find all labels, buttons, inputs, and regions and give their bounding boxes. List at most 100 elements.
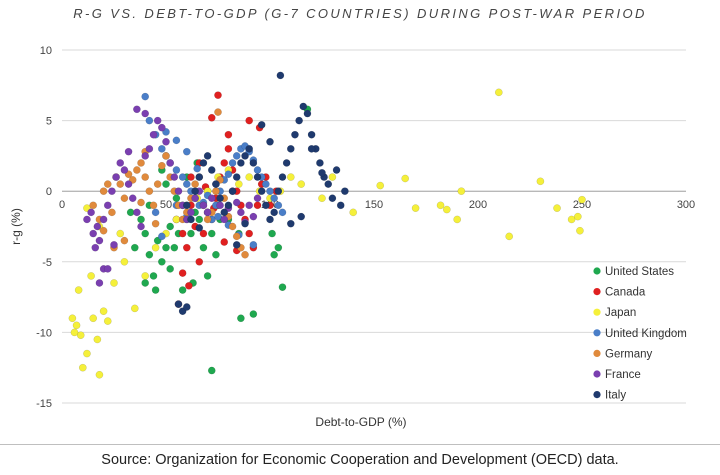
point-2-39 xyxy=(436,201,445,210)
y-axis-label: r-g (%) xyxy=(9,208,23,245)
point-2-26 xyxy=(234,180,243,188)
point-3-28 xyxy=(266,187,274,195)
point-5-17 xyxy=(153,116,162,125)
point-6-38 xyxy=(341,187,349,195)
point-4-2 xyxy=(99,187,108,195)
point-0-41 xyxy=(278,283,287,292)
point-0-6 xyxy=(158,257,166,266)
point-5-3 xyxy=(95,236,104,245)
point-5-20 xyxy=(166,159,174,167)
point-4-37 xyxy=(214,108,222,116)
x-tick-label-1: 50 xyxy=(160,199,172,211)
grid-lines xyxy=(62,49,686,404)
point-3-30 xyxy=(274,201,283,210)
point-5-32 xyxy=(216,201,224,210)
point-5-8 xyxy=(116,159,125,167)
point-6-46 xyxy=(182,303,191,311)
point-0-32 xyxy=(151,286,160,294)
y-tick-label-4: 5 xyxy=(46,116,52,128)
point-4-39 xyxy=(151,219,160,228)
x-tick-label-3: 150 xyxy=(365,199,383,211)
point-6-29 xyxy=(303,109,312,118)
legend-marker-6 xyxy=(593,391,601,399)
point-0-2 xyxy=(141,229,149,238)
point-4-14 xyxy=(149,201,158,210)
point-6-6 xyxy=(207,166,216,174)
point-6-35 xyxy=(328,194,337,203)
legend-marker-5 xyxy=(593,370,601,378)
point-5-16 xyxy=(149,130,158,139)
point-5-5 xyxy=(103,201,112,210)
point-2-44 xyxy=(505,232,514,241)
point-6-19 xyxy=(262,201,270,210)
point-4-40 xyxy=(137,198,145,207)
point-5-0 xyxy=(89,229,97,238)
point-5-36 xyxy=(232,198,241,207)
point-5-44 xyxy=(124,147,133,156)
point-6-20 xyxy=(266,215,274,224)
point-6-40 xyxy=(276,71,285,80)
point-5-37 xyxy=(237,208,245,217)
point-5-19 xyxy=(162,137,170,146)
point-0-18 xyxy=(207,229,216,238)
y-tick-label-2: -5 xyxy=(42,257,52,269)
point-6-41 xyxy=(286,219,295,228)
point-5-11 xyxy=(128,194,137,203)
point-1-22 xyxy=(207,113,216,122)
point-0-33 xyxy=(178,286,187,294)
x-axis-label: Debt-to-GDP (%) xyxy=(315,415,406,429)
point-2-15 xyxy=(120,257,129,266)
point-1-30 xyxy=(187,173,195,181)
point-6-10 xyxy=(224,201,233,210)
point-6-43 xyxy=(307,145,316,153)
point-5-13 xyxy=(137,222,145,231)
point-6-9 xyxy=(220,208,229,217)
point-1-1 xyxy=(178,229,187,238)
point-4-33 xyxy=(228,222,237,231)
point-2-4 xyxy=(76,331,85,340)
point-5-30 xyxy=(207,194,216,203)
legend-marker-3 xyxy=(593,329,601,337)
point-2-46 xyxy=(553,204,561,212)
point-6-18 xyxy=(257,187,266,195)
point-4-36 xyxy=(241,250,249,259)
point-5-6 xyxy=(108,187,116,195)
point-6-22 xyxy=(274,187,283,195)
legend-marker-2 xyxy=(593,308,601,316)
point-4-29 xyxy=(212,187,220,195)
legend-label-3: United Kingdom xyxy=(605,328,687,340)
point-5-15 xyxy=(145,145,154,153)
point-3-0 xyxy=(141,92,149,101)
point-3-37 xyxy=(214,212,222,221)
point-5-18 xyxy=(158,123,166,132)
point-6-8 xyxy=(216,194,224,203)
point-6-48 xyxy=(241,219,249,228)
point-0-4 xyxy=(149,272,158,280)
point-6-51 xyxy=(257,121,266,129)
point-5-49 xyxy=(87,208,95,217)
point-2-37 xyxy=(401,174,410,183)
x-tick-label-6: 300 xyxy=(677,199,695,211)
x-tick-label-0: 0 xyxy=(59,199,65,211)
point-3-25 xyxy=(253,166,262,174)
point-2-7 xyxy=(87,272,95,280)
point-3-3 xyxy=(158,145,166,153)
point-0-22 xyxy=(162,180,170,188)
y-tick-labels: -15 -10 -5 0 5 10 xyxy=(36,45,52,410)
point-3-27 xyxy=(262,180,270,188)
point-6-34 xyxy=(324,180,333,188)
point-0-16 xyxy=(199,243,208,252)
y-tick-label-0: -15 xyxy=(36,398,52,410)
point-2-27 xyxy=(245,173,253,181)
point-2-42 xyxy=(457,187,466,195)
point-6-36 xyxy=(332,166,341,174)
point-2-3 xyxy=(74,286,83,294)
point-0-23 xyxy=(172,194,181,203)
legend-label-1: Canada xyxy=(605,287,646,299)
legend-label-2: Japan xyxy=(605,307,636,319)
point-2-9 xyxy=(93,335,102,344)
point-5-10 xyxy=(124,180,133,188)
legend-label-5: France xyxy=(605,369,641,381)
point-2-45 xyxy=(536,177,545,186)
point-2-47 xyxy=(567,215,576,224)
